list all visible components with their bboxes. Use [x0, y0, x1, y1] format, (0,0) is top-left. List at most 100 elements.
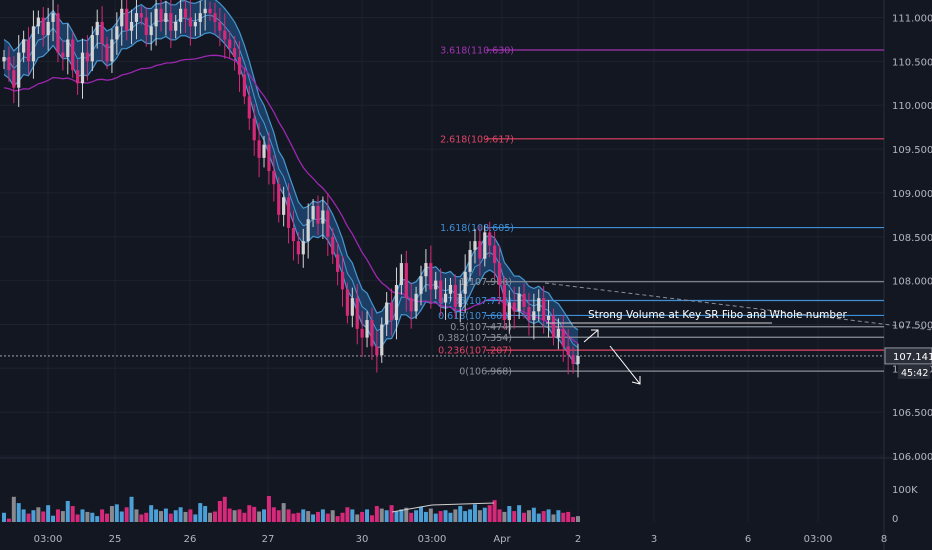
volume-bar — [286, 509, 291, 522]
candle-body — [448, 285, 453, 294]
volume-bar — [419, 506, 424, 522]
volume-bar — [502, 511, 507, 522]
candle-body — [159, 8, 163, 22]
volume-bar — [11, 496, 16, 522]
volume-bar — [271, 507, 276, 522]
candle-body — [424, 263, 428, 277]
volume-bar — [109, 506, 114, 522]
volume-bar — [325, 513, 330, 522]
candle-body — [71, 39, 75, 71]
candle-body — [527, 306, 531, 321]
candle-body — [453, 285, 457, 307]
volume-bar — [369, 515, 374, 522]
candle-body — [203, 8, 207, 14]
volume-bar — [80, 509, 85, 522]
x-tick-label: 2 — [575, 534, 581, 545]
candle-body — [542, 298, 546, 321]
candle-body — [164, 13, 168, 22]
volume-bar — [561, 512, 566, 522]
volume-bar — [41, 511, 46, 522]
current-price-tag — [884, 347, 932, 365]
volume-bar — [55, 509, 60, 522]
candle-body — [232, 48, 237, 57]
fib-label: 0.5(107.474) — [450, 322, 512, 333]
candle-body — [169, 13, 173, 31]
candle-body — [311, 206, 315, 220]
candle-body — [213, 13, 217, 22]
candle-body — [193, 21, 197, 27]
candle-body — [22, 39, 26, 53]
time-axis[interactable]: 03:00 25 26 27 30 03:00 Apr 2 3 6 03:00 8 — [34, 534, 888, 545]
volume-bar — [178, 507, 183, 522]
candle-body — [272, 171, 276, 185]
candle-body — [326, 210, 330, 237]
volume-bar — [232, 510, 237, 522]
volume-trend-line — [391, 502, 495, 513]
volume-bar — [139, 514, 144, 522]
volume-bar — [100, 509, 105, 522]
volume-bar — [487, 505, 492, 522]
candle-body — [399, 263, 403, 285]
candle-body — [296, 241, 300, 255]
candle-body — [267, 144, 271, 171]
volume-bar — [129, 496, 134, 522]
fib-label: 0.786(107.773) — [438, 296, 512, 307]
candle-body — [56, 13, 60, 53]
candle-body — [100, 21, 104, 44]
volume-tick-label: 100K — [892, 485, 918, 496]
volume-bar — [571, 516, 576, 522]
candle-body — [331, 236, 335, 255]
candle-body — [237, 57, 242, 75]
price-axis[interactable]: 111.000 110.500 110.000 109.500 109.000 108.5… — [884, 14, 932, 525]
x-tick-label: 03:00 — [418, 534, 447, 545]
candle-body — [306, 219, 310, 242]
candle-body — [291, 228, 296, 242]
candle-body — [149, 26, 153, 36]
candle-body — [409, 298, 413, 312]
candle-body — [154, 8, 158, 27]
volume-bar — [365, 509, 370, 522]
ma-band-edge-line — [3, 31, 579, 366]
candle-body — [17, 52, 21, 88]
volume-bar — [252, 506, 257, 522]
candle-body — [439, 280, 443, 303]
candle-body — [537, 298, 541, 312]
volume-bar — [414, 510, 419, 522]
volume-bar — [31, 510, 36, 522]
candle-body — [41, 17, 45, 36]
volume-bar — [497, 509, 502, 522]
candle-body — [257, 140, 261, 158]
volume-bar — [399, 509, 404, 522]
candle-body — [463, 271, 467, 294]
volume-bar — [576, 516, 580, 522]
x-tick-label: 26 — [184, 534, 197, 545]
candle-body — [434, 280, 438, 290]
volume-bar — [242, 512, 247, 522]
ma-band — [3, 0, 579, 366]
volume-bar — [379, 508, 384, 522]
volume-bar — [51, 515, 56, 522]
volume-tick-label: 0 — [892, 514, 898, 525]
volume-bar — [208, 512, 213, 522]
candle-body — [183, 8, 188, 18]
candle-body — [551, 315, 556, 338]
annotations[interactable]: Strong Volume at Key SR Fibo and Whole n… — [544, 282, 932, 385]
candle-body — [7, 57, 11, 71]
y-tick-label: 107.500 — [892, 320, 932, 331]
volume-bar — [301, 509, 306, 522]
fib-label: 1(107.988) — [459, 277, 512, 288]
candle-body — [512, 302, 516, 312]
volume-bar — [124, 507, 129, 522]
volume-bar — [335, 516, 340, 522]
x-tick-label: Apr — [493, 534, 511, 545]
candle-body — [385, 302, 389, 325]
volume-bar — [443, 510, 448, 522]
fib-label: 0.618(107.603) — [438, 311, 512, 322]
volume-bar — [198, 503, 203, 522]
y-tick-label: 111.000 — [892, 14, 932, 25]
candle-body — [404, 263, 408, 299]
volume-bar — [26, 513, 31, 522]
x-tick-label: 3 — [651, 534, 657, 545]
